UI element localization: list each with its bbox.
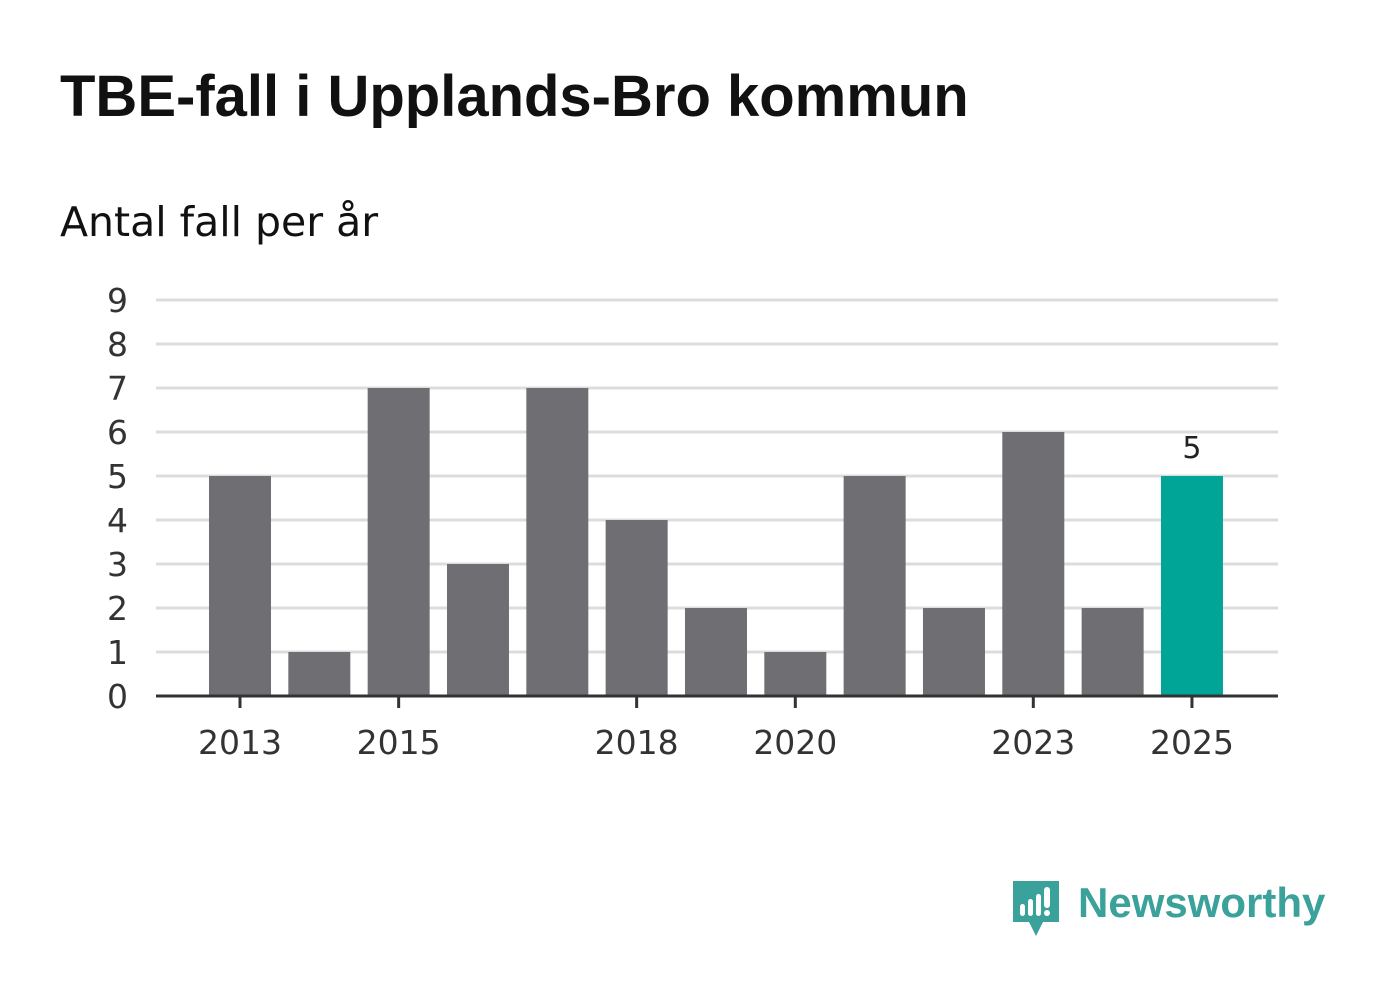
bar-2025 <box>1160 476 1223 696</box>
newsworthy-logo-icon <box>1013 881 1059 936</box>
bar-2013 <box>209 476 271 696</box>
x-tick-label: 2013 <box>198 723 282 762</box>
y-tick-label: 9 <box>107 281 128 320</box>
y-tick-label: 1 <box>107 633 128 672</box>
bar-2017 <box>526 388 589 696</box>
gridlines <box>156 298 1278 654</box>
y-tick-label: 8 <box>107 325 128 364</box>
bar-2020 <box>764 652 827 696</box>
y-tick-label: 2 <box>107 589 128 628</box>
bar-2015 <box>367 388 430 696</box>
y-tick-label: 4 <box>107 501 128 540</box>
x-tick-label: 2023 <box>991 723 1075 762</box>
chart-subtitle: Antal fall per år <box>60 198 379 246</box>
x-tick-label: 2025 <box>1150 723 1234 762</box>
axes <box>156 694 1278 708</box>
data-label-2025: 5 <box>1182 431 1201 466</box>
bar-2018 <box>605 520 668 696</box>
labels: 0 1 2 3 4 5 6 7 8 9 2013 2015 2018 2020 2023 2025 5 <box>107 281 1234 762</box>
bars <box>209 388 1223 696</box>
chart-title: TBE-fall i Upplands-Bro kommun <box>60 64 969 129</box>
y-tick-label: 5 <box>107 457 128 496</box>
y-tick-label: 7 <box>107 369 128 408</box>
bar-2024 <box>1081 608 1144 696</box>
y-tick-label: 6 <box>107 413 128 452</box>
y-tick-label: 3 <box>107 545 128 584</box>
y-tick-label: 0 <box>107 677 128 716</box>
x-tick-label: 2015 <box>357 723 441 762</box>
bar-2022 <box>922 608 985 696</box>
newsworthy-logo: Newsworthy <box>1010 878 1325 942</box>
bar-2023 <box>1002 432 1065 696</box>
newsworthy-brand-name: Newsworthy <box>1078 879 1326 926</box>
bar-2019 <box>684 608 747 696</box>
x-tick-label: 2018 <box>595 723 679 762</box>
bar-2016 <box>446 564 509 696</box>
bar-2021 <box>843 476 906 696</box>
bar-2014 <box>288 652 351 696</box>
x-tick-label: 2020 <box>753 723 837 762</box>
